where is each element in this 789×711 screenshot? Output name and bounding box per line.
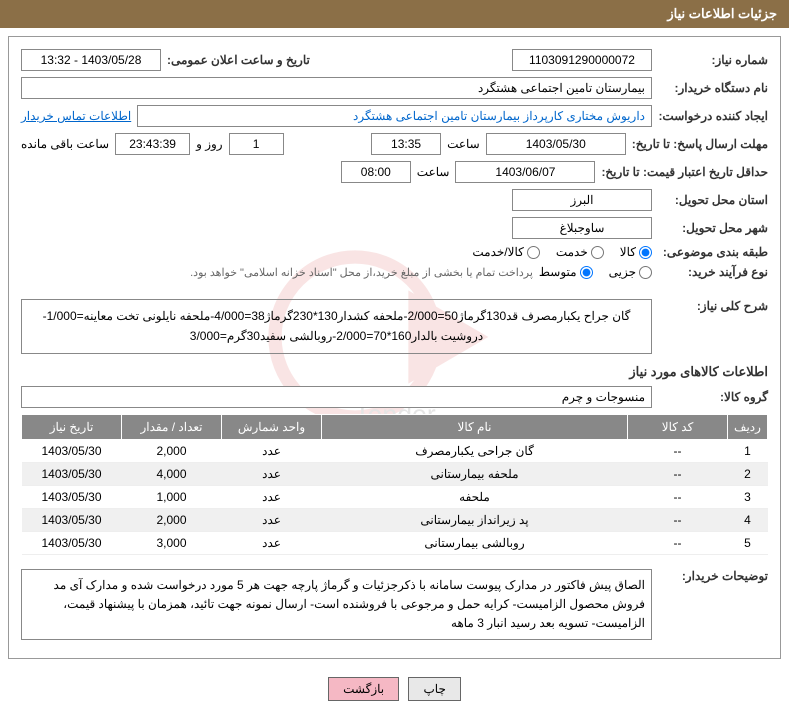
table-row: 1--گان جراحی یکبارمصرفعدد2,0001403/05/30 bbox=[22, 439, 768, 462]
cell-qty: 1,000 bbox=[122, 485, 222, 508]
buyer-notes-value: الصاق پیش فاکتور در مدارک پیوست سامانه ب… bbox=[21, 569, 652, 641]
buyer-org-value: بیمارستان تامین اجتماعی هشتگرد bbox=[21, 77, 652, 99]
cell-qty: 3,000 bbox=[122, 531, 222, 554]
buyer-notes-label: توضیحات خریدار: bbox=[658, 569, 768, 583]
cell-unit: عدد bbox=[222, 439, 322, 462]
general-desc-label: شرح کلی نیاز: bbox=[658, 299, 768, 313]
time-label-2: ساعت bbox=[417, 165, 450, 179]
remaining-time: 23:43:39 bbox=[115, 133, 190, 155]
cell-qty: 4,000 bbox=[122, 462, 222, 485]
purchase-type-label: نوع فرآیند خرید: bbox=[658, 265, 768, 279]
cell-date: 1403/05/30 bbox=[22, 485, 122, 508]
deadline-time: 13:35 bbox=[371, 133, 441, 155]
cell-name: ملحفه bbox=[322, 485, 628, 508]
general-desc-value: گان جراح یکبارمصرف قد130گرماژ50=2/000-مل… bbox=[21, 299, 652, 354]
th-code: کد کالا bbox=[628, 414, 728, 439]
deadline-date: 1403/05/30 bbox=[486, 133, 626, 155]
cell-n: 1 bbox=[728, 439, 768, 462]
page-header: جزئیات اطلاعات نیاز bbox=[0, 0, 789, 28]
cell-n: 3 bbox=[728, 485, 768, 508]
cell-name: پد زیرانداز بیمارستانی bbox=[322, 508, 628, 531]
requester-value: داریوش مختاری کارپرداز بیمارستان تامین ا… bbox=[137, 105, 652, 127]
need-number-value: 1103091290000072 bbox=[512, 49, 652, 71]
goods-group-value: منسوجات و چرم bbox=[21, 386, 652, 408]
page-title: جزئیات اطلاعات نیاز bbox=[667, 6, 777, 21]
cell-date: 1403/05/30 bbox=[22, 508, 122, 531]
validity-date: 1403/06/07 bbox=[455, 161, 595, 183]
cell-qty: 2,000 bbox=[122, 508, 222, 531]
th-qty: تعداد / مقدار bbox=[122, 414, 222, 439]
th-unit: واحد شمارش bbox=[222, 414, 322, 439]
cell-n: 5 bbox=[728, 531, 768, 554]
radio-goods-input[interactable] bbox=[639, 246, 652, 259]
cell-code: -- bbox=[628, 508, 728, 531]
th-date: تاریخ نیاز bbox=[22, 414, 122, 439]
cell-qty: 2,000 bbox=[122, 439, 222, 462]
radio-small-input[interactable] bbox=[639, 266, 652, 279]
province-label: استان محل تحویل: bbox=[658, 193, 768, 207]
announce-label: تاریخ و ساعت اعلان عمومی: bbox=[167, 53, 310, 67]
cell-date: 1403/05/30 bbox=[22, 439, 122, 462]
category-radio-group: کالا خدمت کالا/خدمت bbox=[472, 245, 652, 259]
cell-unit: عدد bbox=[222, 462, 322, 485]
purchase-note: پرداخت تمام یا بخشی از مبلغ خرید،از محل … bbox=[190, 266, 533, 279]
cell-n: 4 bbox=[728, 508, 768, 531]
cell-code: -- bbox=[628, 462, 728, 485]
radio-small[interactable]: جزیی bbox=[609, 265, 652, 279]
city-value: ساوجبلاغ bbox=[512, 217, 652, 239]
radio-service-input[interactable] bbox=[591, 246, 604, 259]
remaining-suffix: ساعت باقی مانده bbox=[21, 137, 109, 151]
th-name: نام کالا bbox=[322, 414, 628, 439]
table-row: 4--پد زیرانداز بیمارستانیعدد2,0001403/05… bbox=[22, 508, 768, 531]
cell-unit: عدد bbox=[222, 485, 322, 508]
buyer-org-label: نام دستگاه خریدار: bbox=[658, 81, 768, 95]
purchase-radio-group: جزیی متوسط bbox=[539, 265, 652, 279]
cell-code: -- bbox=[628, 439, 728, 462]
table-row: 2--ملحفه بیمارستانیعدد4,0001403/05/30 bbox=[22, 462, 768, 485]
contact-link[interactable]: اطلاعات تماس خریدار bbox=[21, 109, 131, 123]
goods-group-label: گروه کالا: bbox=[658, 390, 768, 404]
main-container: Tender شماره نیاز: 1103091290000072 تاری… bbox=[8, 36, 781, 659]
radio-medium-input[interactable] bbox=[580, 266, 593, 279]
announce-value: 1403/05/28 - 13:32 bbox=[21, 49, 161, 71]
radio-service[interactable]: خدمت bbox=[556, 245, 604, 259]
deadline-label: مهلت ارسال پاسخ: تا تاریخ: bbox=[632, 137, 768, 151]
cell-name: ملحفه بیمارستانی bbox=[322, 462, 628, 485]
validity-label: حداقل تاریخ اعتبار قیمت: تا تاریخ: bbox=[601, 165, 768, 179]
day-and-label: روز و bbox=[196, 137, 223, 151]
validity-time: 08:00 bbox=[341, 161, 411, 183]
category-label: طبقه بندی موضوعی: bbox=[658, 245, 768, 259]
radio-goods[interactable]: کالا bbox=[620, 245, 652, 259]
goods-section-title: اطلاعات کالاهای مورد نیاز bbox=[21, 364, 768, 380]
cell-n: 2 bbox=[728, 462, 768, 485]
cell-unit: عدد bbox=[222, 508, 322, 531]
city-label: شهر محل تحویل: bbox=[658, 221, 768, 235]
table-row: 3--ملحفهعدد1,0001403/05/30 bbox=[22, 485, 768, 508]
radio-medium[interactable]: متوسط bbox=[539, 265, 593, 279]
cell-code: -- bbox=[628, 531, 728, 554]
back-button[interactable]: بازگشت bbox=[328, 677, 399, 701]
button-row: چاپ بازگشت bbox=[0, 667, 789, 711]
goods-table: ردیف کد کالا نام کالا واحد شمارش تعداد /… bbox=[21, 414, 768, 555]
cell-name: گان جراحی یکبارمصرف bbox=[322, 439, 628, 462]
requester-label: ایجاد کننده درخواست: bbox=[658, 109, 768, 123]
remaining-days: 1 bbox=[229, 133, 284, 155]
radio-both[interactable]: کالا/خدمت bbox=[472, 245, 539, 259]
cell-date: 1403/05/30 bbox=[22, 462, 122, 485]
cell-name: روبالشی بیمارستانی bbox=[322, 531, 628, 554]
cell-unit: عدد bbox=[222, 531, 322, 554]
print-button[interactable]: چاپ bbox=[408, 677, 460, 701]
cell-code: -- bbox=[628, 485, 728, 508]
radio-both-input[interactable] bbox=[527, 246, 540, 259]
need-number-label: شماره نیاز: bbox=[658, 53, 768, 67]
th-row: ردیف bbox=[728, 414, 768, 439]
table-row: 5--روبالشی بیمارستانیعدد3,0001403/05/30 bbox=[22, 531, 768, 554]
cell-date: 1403/05/30 bbox=[22, 531, 122, 554]
time-label-1: ساعت bbox=[447, 137, 480, 151]
province-value: البرز bbox=[512, 189, 652, 211]
